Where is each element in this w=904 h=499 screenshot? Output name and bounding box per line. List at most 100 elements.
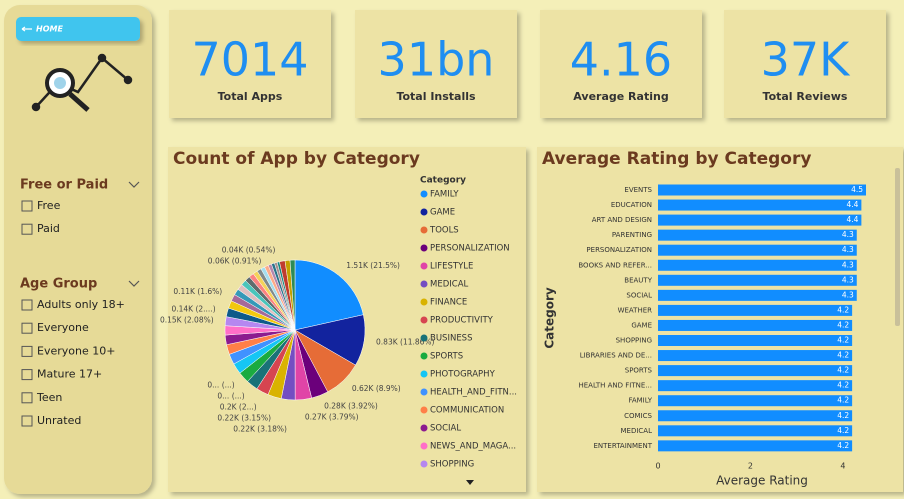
kpi-card [540,10,702,118]
data-label: 0... (...) [207,381,234,390]
bar[interactable] [658,335,853,346]
home-label[interactable]: HOME [36,25,63,34]
data-label: 0.28K (3.92%) [324,402,378,411]
home-button[interactable] [16,17,140,41]
checkbox[interactable] [21,223,33,235]
legend-label[interactable]: SHOPPING [430,460,474,470]
data-label: 1.51K (21.5%) [346,261,400,270]
legend-scroll-arrow[interactable] [466,480,474,485]
legend-label[interactable]: BUSINESS [430,334,472,344]
legend-label[interactable]: LIFESTYLE [430,262,473,272]
checkbox[interactable] [21,369,33,381]
legend-title: Category [420,176,466,186]
legend-label[interactable]: PERSONALIZATION [430,244,510,254]
bar[interactable] [658,410,853,422]
filter-chevron[interactable] [128,280,140,287]
pie-slice [289,259,296,331]
bar[interactable] [658,319,853,331]
legend-label[interactable]: NEWS_AND_MAGA... [430,442,516,452]
logo-icon [31,53,133,112]
bar[interactable] [658,425,853,437]
data-label: 4.2 [837,396,849,405]
legend-label[interactable]: SPORTS [430,352,463,362]
bar[interactable] [658,395,853,407]
filter-option[interactable]: Free [37,199,61,212]
pie-slice [294,259,364,331]
filter-chevron[interactable] [128,181,140,188]
bar[interactable] [658,380,853,392]
checkbox[interactable] [21,415,33,427]
legend-marker [420,262,428,270]
data-label: 4.3 [842,230,854,239]
filter-option[interactable]: Teen [36,391,62,404]
y-tick-label: HEALTH AND FITNE... [578,382,652,390]
chart-title: Count of App by Category [173,149,420,169]
kpi-value: 7014 [191,33,308,87]
legend-label[interactable]: HEALTH_AND_FITN... [430,388,517,398]
kpi-row: 7014 Total Apps 31bn Total Installs 4.16 Aver… [169,10,886,118]
data-label: 0.11K (1.6%) [173,287,222,296]
legend-label[interactable]: COMMUNICATION [430,406,504,416]
legend-label[interactable]: PRODUCTIVITY [430,316,494,326]
bar[interactable] [658,259,857,271]
checkbox[interactable] [21,200,33,212]
filter-option[interactable]: Unrated [37,414,81,427]
kpi-label: Total Reviews [763,90,848,103]
bar[interactable] [658,304,853,316]
legend-label[interactable]: TOOLS [429,226,459,236]
legend-label[interactable]: MEDICAL [430,280,469,290]
x-tick-label: 2 [748,462,753,471]
y-tick-label: EVENTS [624,186,652,194]
data-label: 4.2 [837,336,849,345]
data-label: 4.2 [837,305,849,314]
scrollbar[interactable] [895,168,900,326]
kpi-value: 4.16 [570,33,672,87]
y-axis-label: Category [543,287,557,349]
y-tick-label: ENTERTAINMENT [593,442,652,450]
bar[interactable] [658,350,853,362]
data-label: 4.5 [851,185,863,194]
filter-option[interactable]: Paid [37,222,60,235]
legend-marker [420,244,428,252]
y-tick-label: LIBRARIES AND DE... [580,352,652,360]
y-tick-label: BOOKS AND REFER... [578,261,652,269]
y-tick-label: MEDICAL [621,427,653,435]
bar[interactable] [658,440,853,452]
data-label: 0.2K (2...) [220,403,257,412]
legend-label[interactable]: GAME [430,208,455,218]
data-label: 4.2 [837,381,849,390]
checkbox[interactable] [21,345,33,357]
legend-marker [420,280,428,288]
legend-marker [420,352,428,360]
filter-option[interactable]: Mature 17+ [37,368,102,381]
data-label: 4.2 [837,441,849,450]
bar[interactable] [658,244,857,256]
y-tick-label: SOCIAL [626,291,652,299]
legend-label[interactable]: FAMILY [430,190,459,200]
data-label: 4.2 [837,320,849,329]
bar[interactable] [658,274,857,286]
bar[interactable] [658,229,857,241]
legend-label[interactable]: SOCIAL [430,424,461,434]
checkbox[interactable] [21,392,33,404]
data-label: 4.3 [842,275,854,284]
data-label: 4.4 [846,200,858,209]
legend-label[interactable]: PHOTOGRAPHY [430,370,496,380]
legend-marker [420,208,428,216]
data-label: 0.06K (0.91%) [208,256,262,265]
legend-label[interactable]: FINANCE [430,298,467,308]
filter-option[interactable]: Everyone 10+ [37,344,115,357]
bar[interactable] [658,365,853,377]
data-label: 0... (...) [217,392,244,401]
checkbox[interactable] [21,299,33,311]
bar[interactable] [658,289,857,301]
legend-marker [420,226,428,234]
data-label: 4.4 [846,215,858,224]
bar[interactable] [658,184,866,196]
bar[interactable] [658,199,862,211]
checkbox[interactable] [21,322,33,334]
filter-option[interactable]: Everyone [37,321,89,334]
filter-option[interactable]: Adults only 18+ [37,298,125,311]
bar[interactable] [658,214,862,226]
